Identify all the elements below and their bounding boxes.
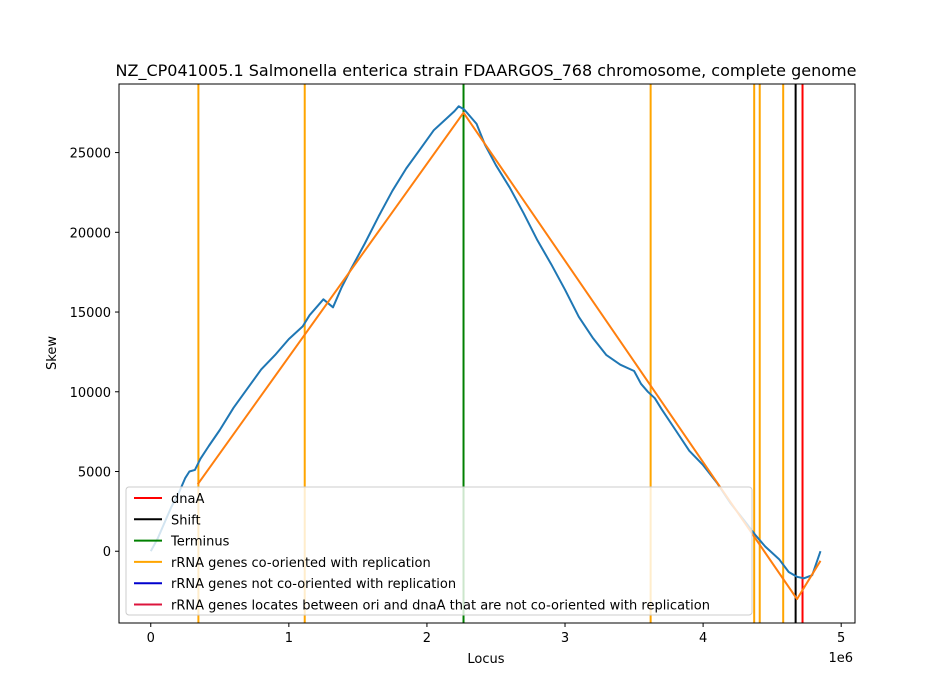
x-tick-label: 3	[561, 631, 569, 646]
legend-label: rRNA genes co-oriented with replication	[171, 556, 431, 571]
y-tick-label: 0	[103, 545, 111, 560]
legend-label: rRNA genes locates between ori and dnaA …	[171, 599, 710, 614]
legend-label: dnaA	[171, 492, 204, 507]
x-tick-label: 0	[147, 631, 155, 646]
y-tick-label: 15000	[70, 306, 111, 321]
y-tick-label: 10000	[70, 386, 111, 401]
legend-box	[125, 486, 753, 616]
y-tick-label: 20000	[70, 226, 111, 241]
legend: dnaA Shift Terminus rRNA genes co-oriented …	[125, 486, 753, 616]
chart-title: NZ_CP041005.1 Salmonella enterica strain…	[116, 61, 857, 81]
x-tick-label: 2	[423, 631, 431, 646]
y-axis-label: Skew	[45, 336, 60, 370]
legend-label: Terminus	[170, 535, 230, 550]
legend-label: rRNA genes not co-oriented with replicat…	[171, 577, 456, 592]
plot-area	[149, 84, 822, 623]
x-tick-label: 4	[699, 631, 707, 646]
y-tick-label: 5000	[78, 466, 111, 481]
axes-frame	[118, 83, 856, 624]
series-line-fit	[196, 111, 822, 601]
x-axis-label: Locus	[467, 652, 504, 667]
axes: 0 1 2 3 4 5 0 5000 10000 15000 20000 25000	[70, 83, 856, 646]
y-tick-label: 25000	[70, 147, 111, 162]
legend-label: Shift	[171, 513, 201, 528]
x-axis-offset-label: 1e6	[828, 651, 853, 666]
x-tick-label: 5	[837, 631, 845, 646]
x-tick-label: 1	[285, 631, 293, 646]
